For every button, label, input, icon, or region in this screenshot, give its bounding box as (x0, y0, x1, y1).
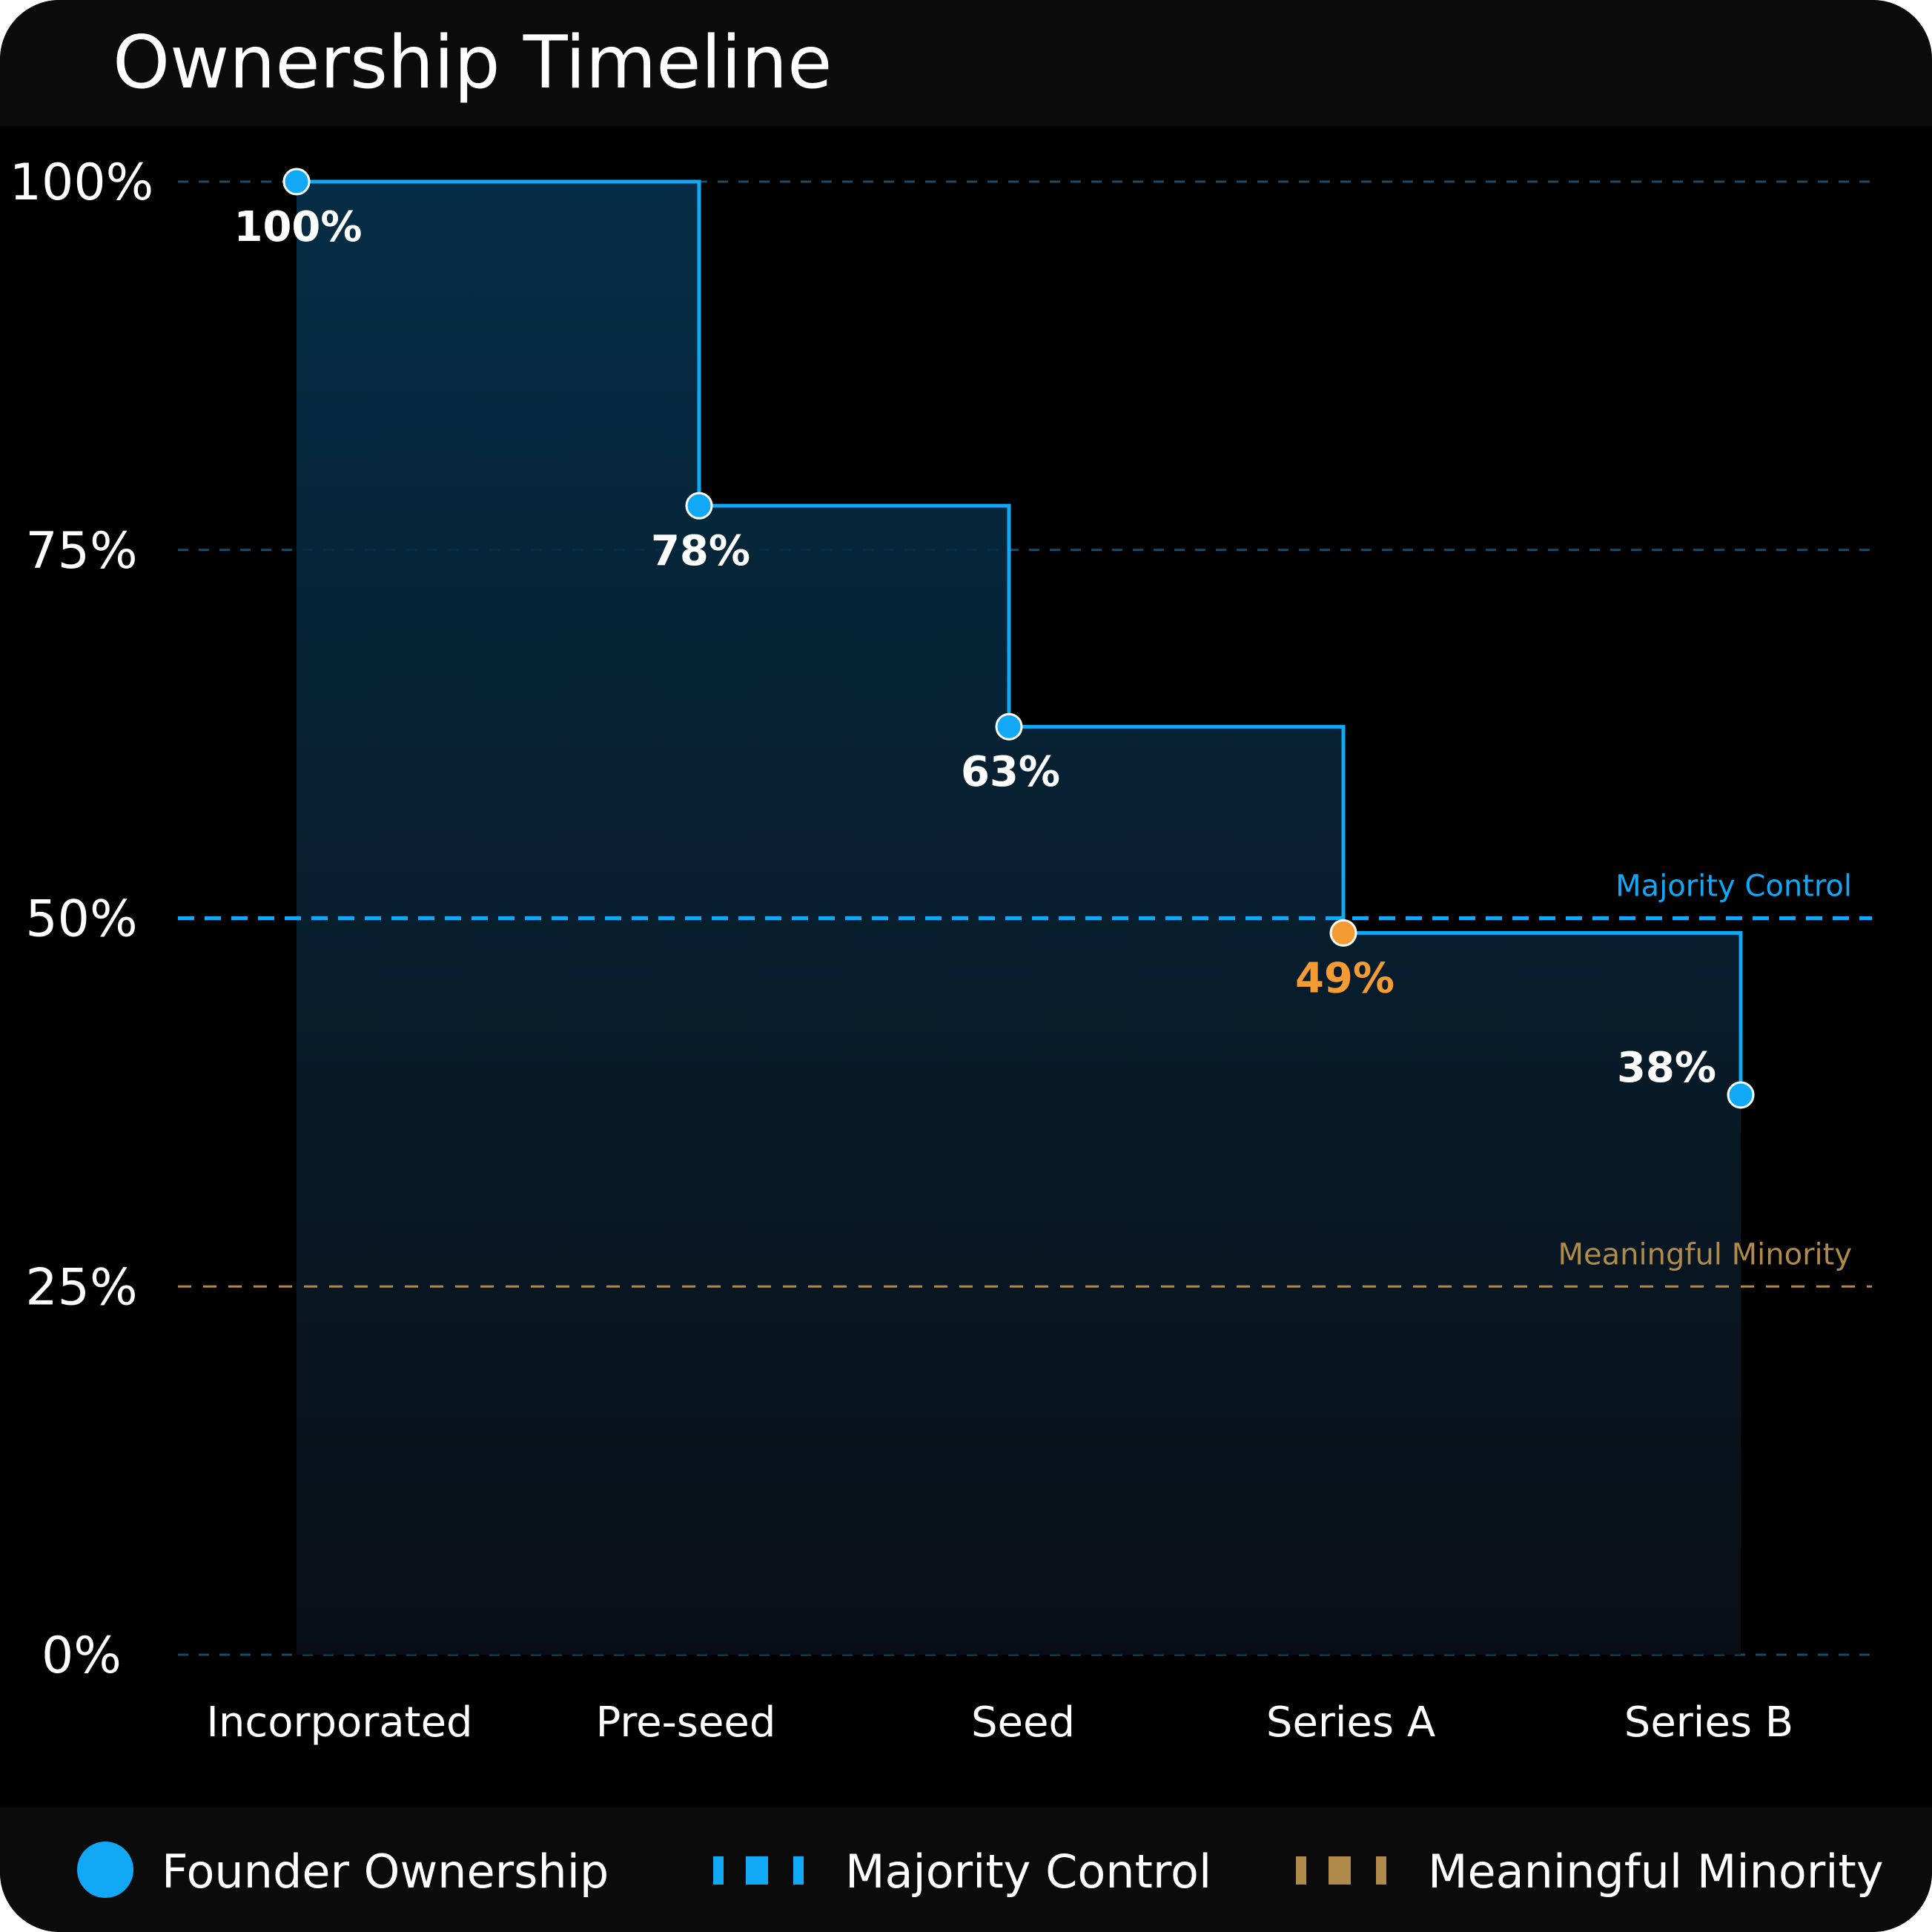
legend: Founder Ownership Majority Control Meani… (0, 1807, 1932, 1932)
legend-icons (77, 1842, 1386, 1898)
data-label: 38% (1617, 1044, 1716, 1092)
x-tick-label: Series A (1266, 1698, 1435, 1747)
x-tick-label: Series B (1624, 1698, 1793, 1747)
x-tick-label: Seed (971, 1698, 1075, 1747)
data-label: 100% (234, 203, 362, 251)
chart-title: Ownership Timeline (113, 21, 833, 105)
y-tick-label: 100% (10, 153, 153, 212)
data-points (282, 168, 1755, 1109)
data-point (282, 168, 311, 196)
data-label: 63% (961, 748, 1060, 796)
gold-dash-icon (1296, 1856, 1386, 1885)
y-tick-label: 75% (25, 522, 137, 580)
data-point (1727, 1081, 1755, 1109)
data-point (1329, 919, 1357, 947)
y-axis-ticks: 0% 25% 50% 75% 100% (10, 153, 153, 1685)
majority-control-label: Majority Control (1615, 870, 1852, 904)
y-tick-label: 0% (42, 1627, 122, 1685)
x-tick-label: Incorporated (206, 1698, 472, 1747)
data-point (995, 712, 1023, 741)
meaningful-minority-label: Meaningful Minority (1558, 1237, 1852, 1271)
circle-marker-icon (77, 1842, 133, 1898)
x-tick-label: Pre-seed (596, 1698, 776, 1747)
ownership-step-chart: Majority Control Meaningful Minority 0% 25… (10, 153, 1872, 1747)
y-tick-label: 25% (25, 1258, 137, 1317)
data-label: 78% (651, 527, 750, 575)
data-point (685, 492, 713, 520)
data-label: 49% (1295, 954, 1395, 1002)
chart-header: Ownership Timeline (0, 0, 1932, 126)
y-tick-label: 50% (25, 890, 137, 949)
legend-label-majority: Majority Control (845, 1845, 1212, 1899)
reference-lines: Majority Control Meaningful Minority (178, 870, 1872, 1288)
data-labels: 100% 78% 63% 49% 38% (234, 203, 1716, 1092)
x-axis-ticks: Incorporated Pre-seed Seed Series A Series B (206, 1698, 1793, 1747)
blue-dash-icon (713, 1856, 804, 1885)
legend-label-minority: Meaningful Minority (1428, 1845, 1884, 1899)
legend-label-founder: Founder Ownership (162, 1845, 609, 1899)
